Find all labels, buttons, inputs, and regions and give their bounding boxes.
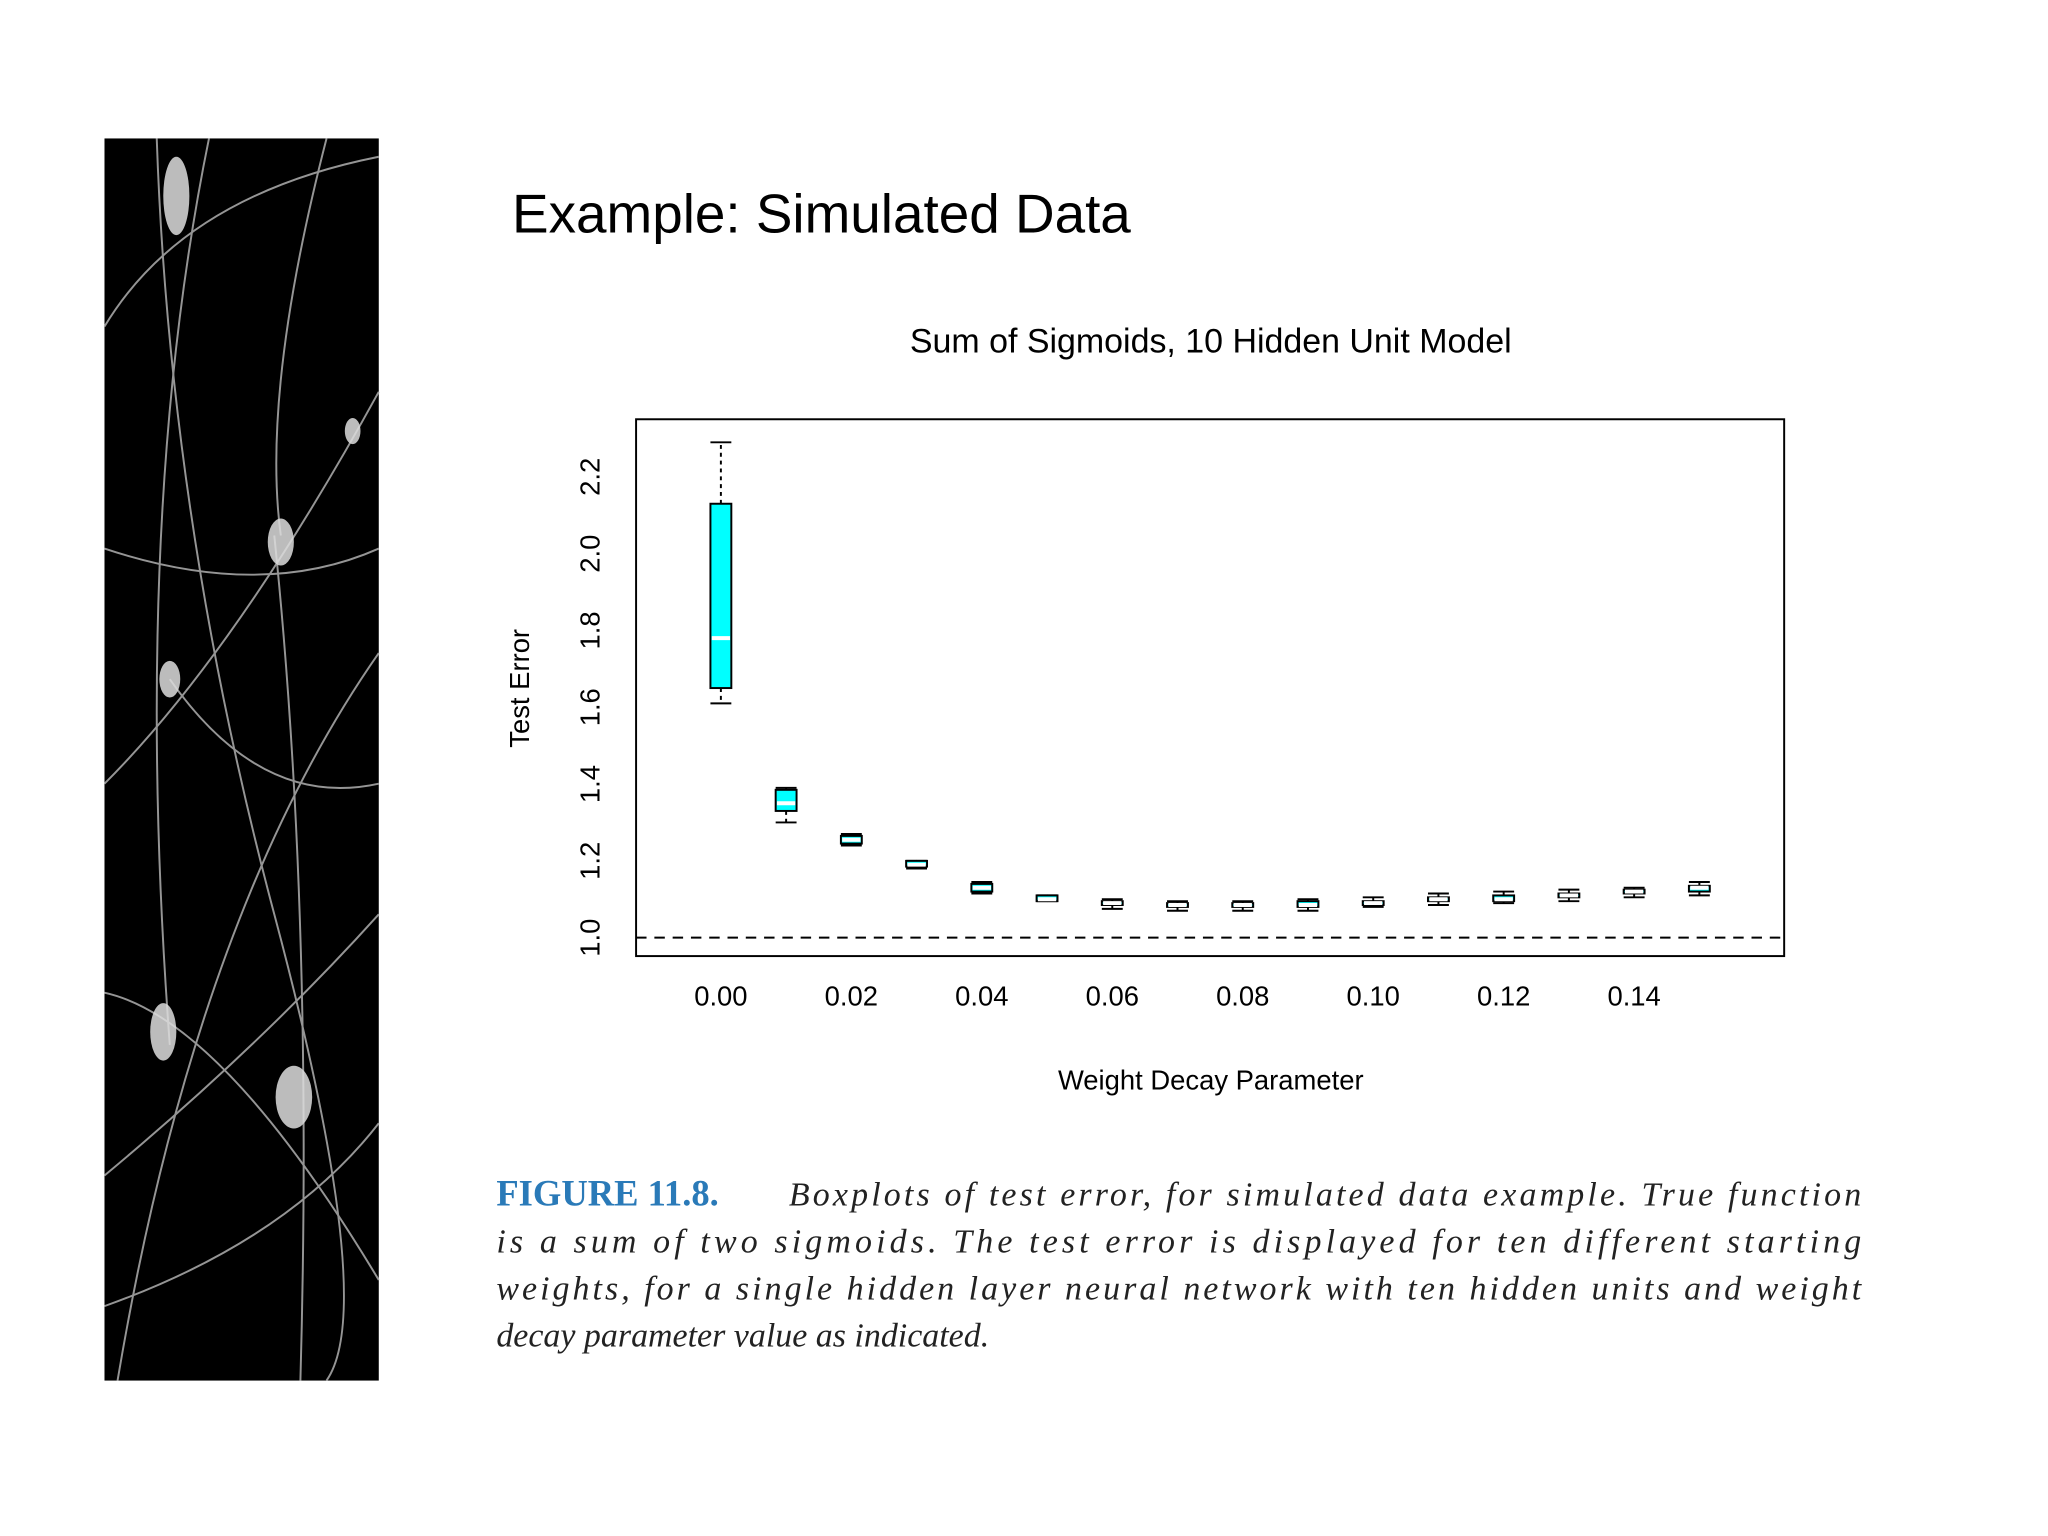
box [709,502,733,690]
caption-line: is a sum of two sigmoids. The test error… [496,1224,1861,1261]
y-tick-label: 1.0 [575,919,606,957]
y-tick-label: 1.4 [575,765,606,803]
x-tick-label: 0.10 [1347,981,1400,1012]
x-axis-label: Weight Decay Parameter [1058,1064,1364,1095]
x-tick-label: 0.14 [1607,981,1660,1012]
caption-line: decay parameter value as indicated. [496,1318,989,1355]
slide-title: Example: Simulated Data [512,182,1131,244]
x-tick-label: 0.00 [694,981,747,1012]
y-tick-label: 2.2 [575,458,606,496]
plot-frame [635,418,1786,958]
x-tick-label: 0.08 [1216,981,1269,1012]
x-tick-label: 0.06 [1086,981,1139,1012]
y-tick-label: 1.8 [575,611,606,649]
y-tick-label: 1.2 [575,842,606,880]
y-axis-label: Test Error [504,629,535,748]
x-tick-label: 0.02 [825,981,878,1012]
x-tick-label: 0.04 [955,981,1008,1012]
caption-label: FIGURE 11.8. [496,1173,718,1214]
box [774,788,798,812]
caption: Boxplots of test error, for simulated da… [496,1177,1862,1355]
y-tick-label: 1.6 [575,688,606,726]
caption-line: Boxplots of test error, for simulated da… [789,1177,1861,1214]
x-tick-label: 0.12 [1477,981,1530,1012]
network-image [103,138,380,1382]
chart-title: Sum of Sigmoids, 10 Hidden Unit Model [910,323,1512,361]
chart: Sum of Sigmoids, 10 Hidden Unit Model Wei… [504,323,1786,1095]
caption-line: weights, for a single hidden layer neura… [496,1271,1862,1308]
y-tick-label: 2.0 [575,535,606,573]
